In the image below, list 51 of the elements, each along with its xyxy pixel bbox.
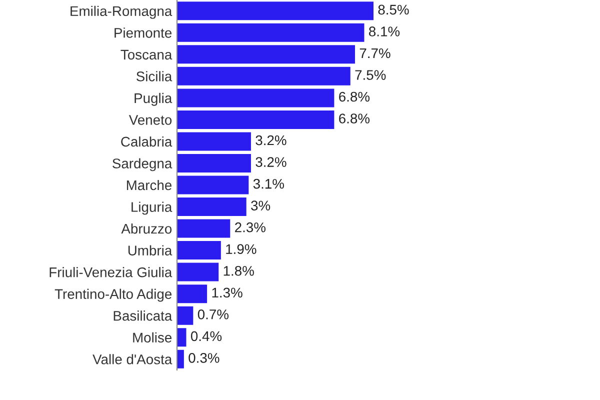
- data-label: 0.3%: [188, 353, 220, 363]
- y-tick-label: Sicilia: [136, 71, 172, 82]
- bar: [177, 241, 221, 260]
- bar: [177, 154, 251, 172]
- y-tick-label: Veneto: [128, 115, 172, 125]
- bar: [177, 328, 186, 347]
- data-label: 8.1%: [369, 26, 400, 36]
- data-label: 3.2%: [256, 135, 286, 146]
- bar: [177, 198, 246, 216]
- data-label: 1.9%: [226, 244, 256, 254]
- data-label: 7.7%: [360, 48, 390, 58]
- bar: [177, 88, 334, 108]
- y-tick-label: Valle d'Aosta: [92, 354, 172, 364]
- bar: [177, 176, 249, 194]
- data-label: 3.2%: [256, 157, 286, 167]
- y-tick-label: Abruzzo: [121, 223, 172, 234]
- bar: [177, 284, 208, 304]
- data-label: 1.3%: [212, 288, 242, 298]
- y-tick-label: Basilicata: [114, 310, 172, 321]
- bar: [177, 262, 219, 282]
- data-label: 3.1%: [253, 178, 284, 189]
- bar: [177, 350, 184, 368]
- y-tick-label: Umbria: [128, 245, 172, 256]
- y-tick-label: Toscana: [120, 50, 172, 60]
- y-tick-label: Emilia-Romagna: [70, 6, 172, 19]
- bar: [177, 2, 374, 20]
- data-label: 8.5%: [378, 4, 409, 15]
- bar: [177, 306, 194, 325]
- data-label: 6.8%: [339, 92, 370, 102]
- data-label: 6.8%: [339, 114, 370, 124]
- bar: [177, 219, 230, 238]
- data-label: 3%: [251, 200, 270, 210]
- y-tick-label: Sardegna: [112, 158, 172, 172]
- bar: [177, 45, 356, 64]
- y-tick-label: Liguria: [132, 202, 172, 215]
- y-tick-label: Puglia: [134, 92, 172, 106]
- bar: [177, 132, 251, 151]
- data-label: 0.4%: [190, 331, 222, 342]
- y-tick-label: Friuli-Venezia Giulia: [50, 267, 172, 278]
- bar: [177, 23, 364, 42]
- data-label: 1.8%: [224, 266, 254, 276]
- data-label: 2.3%: [235, 222, 266, 232]
- y-tick-label: Calabria: [121, 136, 172, 147]
- y-tick-label: Trentino-Alto Adige: [54, 288, 172, 302]
- y-tick-label: Marche: [126, 180, 172, 190]
- y-tick-label: Piemonte: [114, 28, 172, 38]
- data-label: 7.5%: [355, 70, 386, 80]
- y-tick-label: Molise: [133, 332, 172, 343]
- bar: [177, 66, 350, 86]
- data-label: 0.7%: [198, 309, 229, 320]
- bar: [177, 110, 334, 129]
